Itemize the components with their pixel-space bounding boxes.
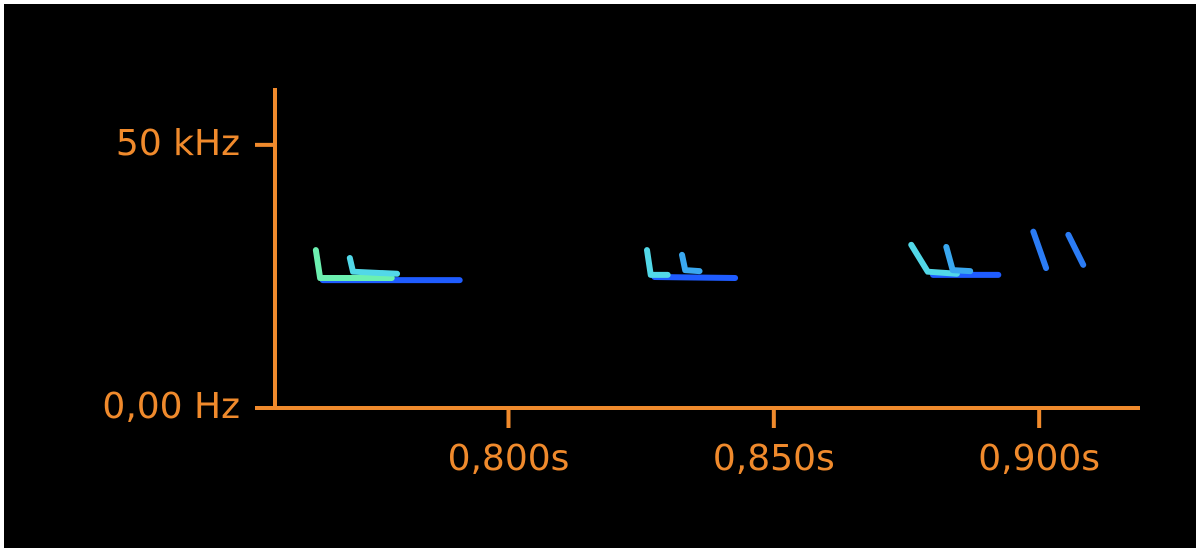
x-tick-label: 0,800s — [448, 438, 570, 479]
call-trace — [346, 255, 401, 277]
call-trace — [908, 241, 960, 277]
x-tick-label: 0,900s — [978, 438, 1100, 479]
y-tick-label: 50 kHz — [116, 123, 240, 164]
call-trace — [644, 247, 671, 278]
call-trace — [1030, 228, 1050, 271]
call-trace — [679, 251, 703, 275]
call-trace — [943, 243, 974, 275]
call-trace — [312, 247, 395, 281]
x-tick-label: 0,850s — [713, 438, 835, 479]
call-trace — [1065, 231, 1087, 268]
y-tick-label: 0,00 Hz — [102, 386, 240, 427]
